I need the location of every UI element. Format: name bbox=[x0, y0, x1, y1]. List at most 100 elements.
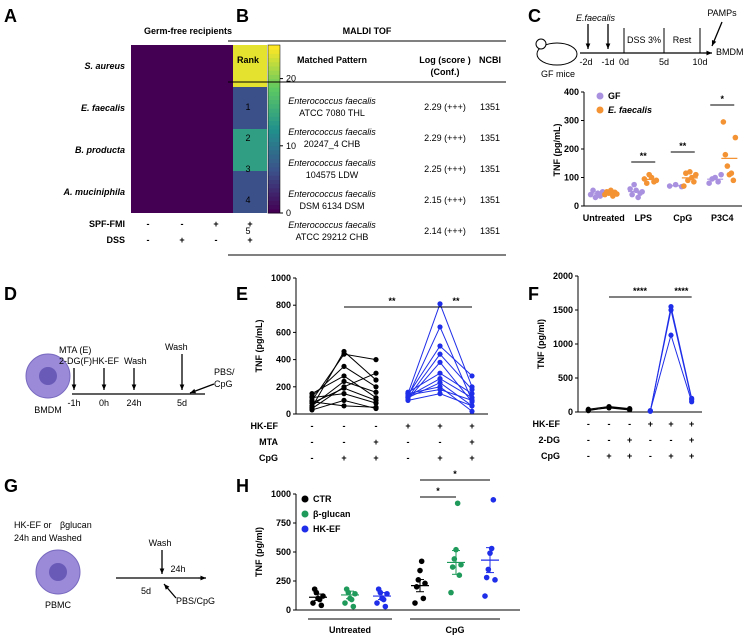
table-cell-strain: 20247_4 CHB bbox=[304, 139, 361, 149]
mouse-icon bbox=[536, 42, 578, 66]
heatmap-cell bbox=[233, 171, 267, 213]
heatmap-cell bbox=[131, 87, 165, 129]
timeline-tick: -2d bbox=[579, 57, 592, 67]
data-point bbox=[413, 584, 420, 590]
hkef-label: HK-EF bbox=[92, 356, 120, 366]
condition-sign: - bbox=[407, 453, 410, 463]
table-cell-strain: ATCC 29212 CHB bbox=[296, 232, 369, 242]
pbs-label: PBS/ bbox=[214, 367, 235, 377]
data-point bbox=[668, 332, 674, 338]
colorbar-segment bbox=[268, 145, 280, 151]
data-point bbox=[456, 572, 463, 578]
5d-label: 5d bbox=[141, 586, 151, 596]
colorbar-segment bbox=[268, 70, 280, 75]
condition-sign: + bbox=[689, 451, 694, 461]
significance-label: **** bbox=[674, 286, 689, 296]
table-cell-rank: 3 bbox=[245, 164, 250, 174]
paired-line bbox=[649, 309, 693, 412]
condition-sign: - bbox=[649, 435, 652, 445]
mouse-label: GF mice bbox=[541, 69, 575, 79]
data-point bbox=[449, 564, 456, 570]
data-point bbox=[592, 194, 599, 201]
data-point bbox=[724, 163, 731, 169]
heatmap-cell bbox=[131, 171, 165, 213]
data-point bbox=[627, 186, 633, 192]
condition-sign: - bbox=[670, 435, 673, 445]
panel-label-d: D bbox=[4, 284, 17, 304]
condition-sign: - bbox=[147, 235, 150, 245]
colorbar-tick-label: 20 bbox=[286, 74, 296, 84]
paired-line bbox=[649, 306, 693, 412]
significance-label: **** bbox=[633, 286, 648, 296]
colorbar-segment bbox=[268, 103, 280, 109]
condition-sign: - bbox=[439, 437, 442, 447]
table-header: Log (score ) bbox=[419, 55, 471, 65]
condition-label: DSS bbox=[106, 235, 125, 245]
colorbar-segment bbox=[268, 192, 280, 197]
condition-sign: + bbox=[247, 235, 252, 245]
arrowhead bbox=[179, 384, 185, 390]
y-axis-label: TNF (pg/ml) bbox=[536, 319, 546, 369]
y-tick-label: 600 bbox=[276, 327, 291, 337]
colorbar-segment bbox=[268, 129, 280, 134]
data-point bbox=[606, 403, 612, 410]
data-point bbox=[341, 397, 347, 403]
data-point bbox=[373, 357, 379, 363]
timeline-tick: 0d bbox=[619, 57, 629, 67]
colorbar-segment bbox=[268, 179, 280, 185]
heatmap-cell bbox=[233, 129, 267, 171]
data-point bbox=[310, 600, 316, 606]
data-point bbox=[469, 391, 475, 397]
data-point bbox=[309, 407, 315, 413]
y-tick-label: 2000 bbox=[553, 271, 573, 281]
condition-sign: + bbox=[469, 453, 474, 463]
y-tick-label: 0 bbox=[286, 409, 291, 419]
table-cell-score: 2.29 (+++) bbox=[424, 102, 466, 112]
timeline-tick: 10d bbox=[692, 57, 707, 67]
colorbar-segment bbox=[268, 74, 280, 80]
legend-marker bbox=[301, 495, 309, 503]
data-point bbox=[373, 377, 379, 383]
heatmap-cell bbox=[199, 171, 233, 213]
arrowhead bbox=[190, 388, 196, 394]
table-cell-ncbi: 1351 bbox=[480, 164, 500, 174]
table-cell-rank: 2 bbox=[245, 133, 250, 143]
colorbar-segment bbox=[268, 162, 280, 168]
y-tick-label: 1000 bbox=[271, 273, 291, 283]
arrowhead bbox=[585, 43, 591, 49]
glucan-label: βglucan bbox=[60, 520, 92, 530]
data-point bbox=[718, 171, 724, 178]
condition-sign: + bbox=[668, 419, 673, 429]
panel-label-g: G bbox=[4, 476, 18, 496]
group-label: CpG bbox=[446, 625, 465, 635]
data-point bbox=[483, 574, 490, 581]
colorbar-segment bbox=[268, 87, 280, 92]
colorbar-segment bbox=[268, 150, 280, 155]
table-cell-species: Enterococcus faecalis bbox=[288, 189, 376, 199]
data-point bbox=[405, 392, 411, 398]
colorbar-tick-label: 10 bbox=[286, 141, 296, 151]
y-tick-label: 250 bbox=[276, 576, 291, 586]
data-point bbox=[437, 359, 443, 365]
data-point bbox=[350, 603, 357, 610]
table-cell-rank: 4 bbox=[245, 195, 250, 205]
table-cell-species: Enterococcus faecalis bbox=[288, 220, 376, 230]
colorbar-segment bbox=[268, 183, 280, 189]
table-cell-species: Enterococcus faecalis bbox=[288, 96, 376, 106]
data-point bbox=[647, 408, 653, 414]
condition-label: CpG bbox=[259, 453, 278, 463]
condition-sign: - bbox=[375, 421, 378, 431]
panel-label-c: C bbox=[528, 6, 541, 26]
legend-label: E. faecalis bbox=[608, 105, 652, 115]
significance-label: * bbox=[436, 486, 440, 496]
heatmap-title: Germ-free recipients bbox=[144, 26, 232, 36]
arrowhead bbox=[605, 43, 611, 49]
data-point bbox=[422, 580, 428, 587]
table-cell-score: 2.15 (+++) bbox=[424, 195, 466, 205]
data-point bbox=[720, 119, 727, 125]
legend-label: GF bbox=[608, 91, 621, 101]
data-point bbox=[373, 389, 379, 395]
data-point bbox=[454, 500, 461, 507]
data-point bbox=[373, 384, 379, 390]
